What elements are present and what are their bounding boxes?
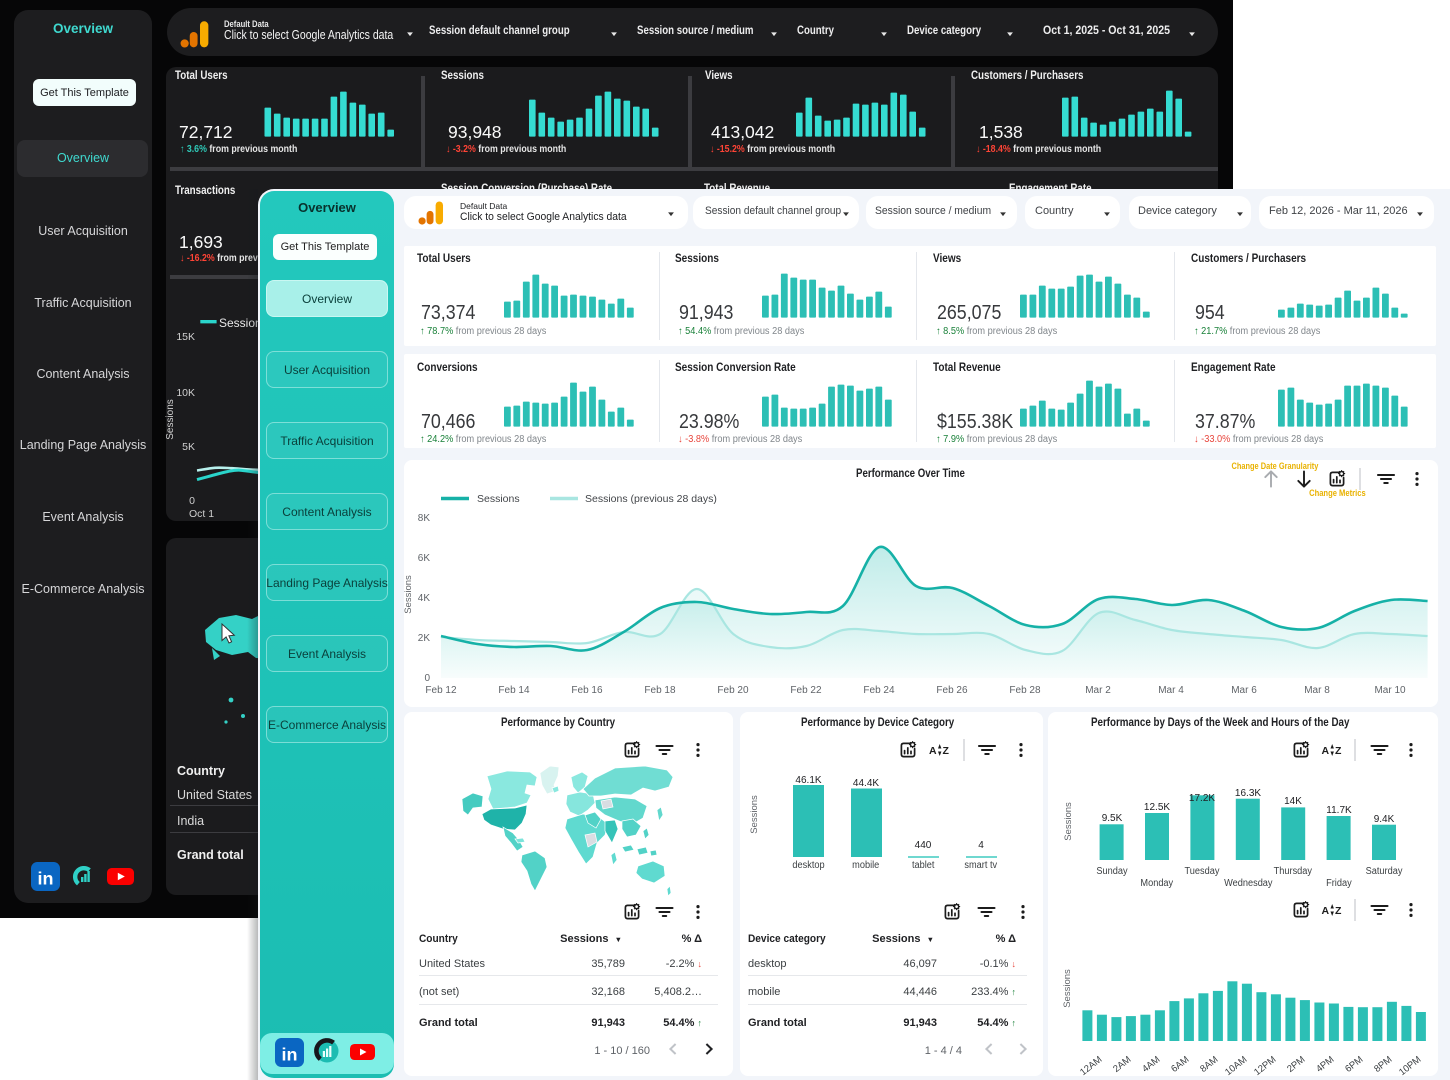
svg-text:in: in [282, 1045, 298, 1065]
svg-text:in: in [38, 869, 54, 889]
svg-text:Z: Z [1335, 745, 1342, 757]
svg-text:A: A [1322, 745, 1330, 757]
svg-text:Z: Z [1335, 905, 1342, 917]
svg-text:Z: Z [943, 745, 950, 757]
svg-text:A: A [1322, 905, 1330, 917]
svg-text:A: A [929, 745, 937, 757]
